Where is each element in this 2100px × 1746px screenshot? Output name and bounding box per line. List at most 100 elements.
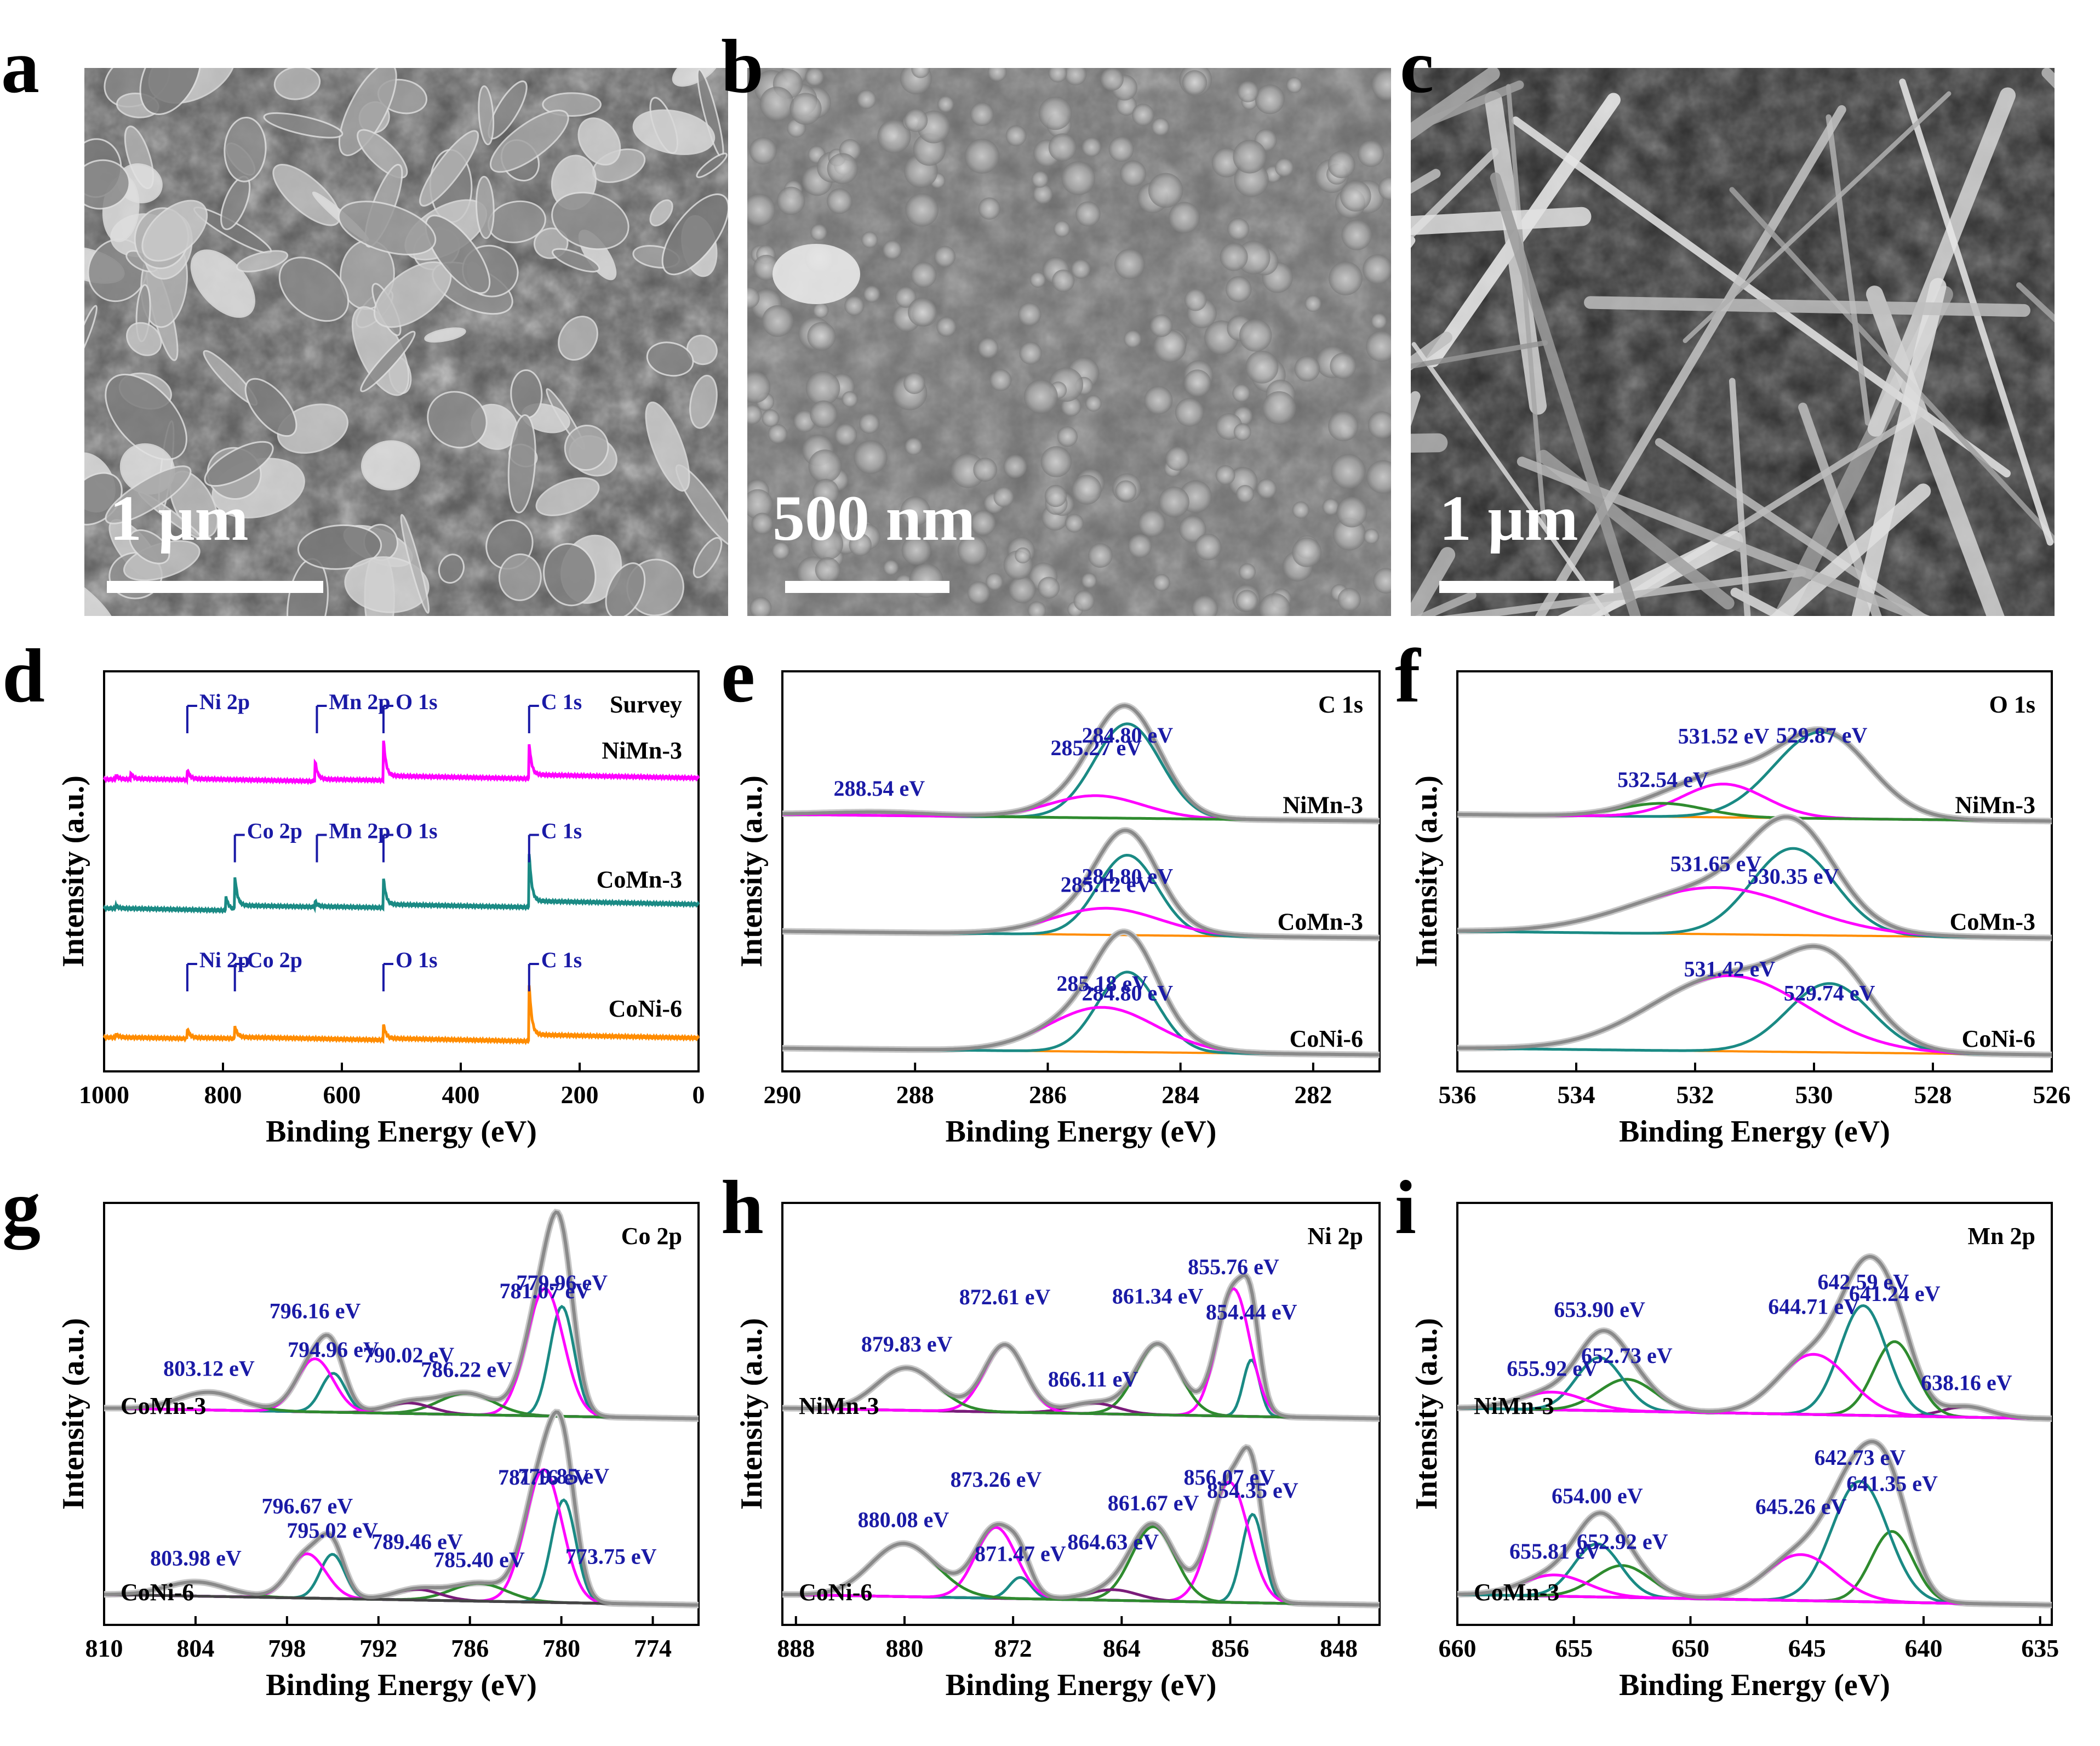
nanoparticle	[1371, 313, 1387, 329]
y-axis-title: Intensity (a.u.)	[735, 1318, 769, 1510]
nanoparticle	[762, 409, 780, 427]
nanoparticle	[1378, 176, 1391, 201]
binding-energy-label: 655.81 eV	[1509, 1539, 1601, 1564]
nanosheet	[438, 554, 465, 584]
nanosheet	[337, 201, 437, 256]
nanoparticle	[854, 440, 888, 474]
nanoparticle	[1018, 303, 1042, 326]
nanowire	[1866, 286, 2005, 616]
nanoparticle	[747, 287, 760, 309]
sample-label: NiMn-3	[602, 737, 682, 764]
x-tick-label: 400	[442, 1081, 480, 1109]
nanoparticle	[1364, 528, 1380, 544]
nanoparticle	[987, 68, 1007, 82]
nanoparticle	[749, 137, 777, 165]
nanoparticle	[747, 372, 771, 403]
nanoparticle	[1182, 70, 1208, 95]
peak-label: O 1s	[396, 689, 438, 714]
binding-energy-label: 803.98 eV	[150, 1546, 242, 1571]
binding-energy-label: 644.71 eV	[1768, 1294, 1859, 1319]
panel-letter-b: b	[721, 24, 764, 109]
nanowire	[1770, 483, 1931, 616]
nanosheet	[105, 373, 187, 460]
peak-label: Ni 2p	[199, 948, 250, 972]
x-tick-label: 526	[2033, 1081, 2071, 1109]
nanoparticle	[1075, 201, 1101, 227]
nanoparticle	[863, 286, 880, 303]
nanosheet	[344, 556, 430, 613]
x-tick-label: 530	[1795, 1081, 1833, 1109]
binding-energy-label: 773.75 eV	[565, 1544, 657, 1568]
nanoparticle	[768, 424, 788, 444]
binding-energy-label: 653.90 eV	[1554, 1297, 1645, 1322]
peak-label: C 1s	[541, 948, 582, 972]
nanoparticle	[900, 68, 932, 95]
x-tick-label: 635	[2021, 1634, 2059, 1662]
binding-energy-label: 284.80 eV	[1082, 981, 1173, 1006]
nanowire	[1490, 172, 1641, 616]
nanoparticle	[901, 535, 931, 565]
nanoparticle	[810, 224, 827, 241]
nanowire	[1826, 114, 1871, 426]
binding-energy-label: 654.00 eV	[1552, 1483, 1643, 1508]
binding-energy-label: 856.07 eV	[1183, 1465, 1275, 1490]
nanoparticle	[1367, 411, 1391, 439]
nanoparticle	[900, 496, 930, 527]
panel-letter-a: a	[1, 24, 39, 109]
sample-label: CoNi-6	[121, 1579, 194, 1606]
nanoparticle	[1048, 68, 1067, 83]
nanoparticle	[1175, 398, 1204, 427]
binding-energy-label: 873.26 eV	[951, 1467, 1042, 1492]
nanoparticle	[1259, 593, 1291, 616]
sample-label: CoNi-6	[1962, 1025, 2035, 1052]
nanosheet	[139, 68, 202, 116]
nanoparticle	[1132, 104, 1154, 126]
nanosheet	[696, 152, 728, 178]
nanoparticle	[1294, 356, 1320, 382]
binding-energy-label: 641.35 eV	[1846, 1471, 1938, 1496]
spectrum-title: C 1s	[1318, 691, 1363, 718]
nanoparticle	[810, 400, 838, 428]
binding-energy-label: 794.96 eV	[288, 1337, 379, 1362]
nanoparticle	[1128, 534, 1152, 558]
x-tick-label: 650	[1672, 1634, 1709, 1662]
nanoparticle	[1274, 158, 1294, 177]
nanoparticle	[1328, 410, 1359, 442]
nanosheet	[361, 440, 420, 490]
nanoparticle	[1061, 161, 1096, 196]
panel-letter-e: e	[721, 634, 755, 718]
nanoparticle	[1124, 330, 1142, 348]
nanosheet	[425, 214, 491, 294]
binding-energy-label: 796.16 eV	[270, 1298, 361, 1323]
xps-panel-i-mn2p: 660 655 650 645 640 635 Binding Energy (eV) Int…	[1395, 1165, 2059, 1702]
x-tick-label: 286	[1029, 1081, 1067, 1109]
nanoparticle	[1027, 601, 1046, 616]
nanoparticle	[1366, 460, 1391, 494]
binding-energy-label: 781.16 eV	[498, 1465, 590, 1490]
binding-energy-label: 790.02 eV	[363, 1343, 455, 1367]
nanowire	[1535, 105, 1846, 616]
nanoparticle	[1023, 379, 1058, 414]
spectrum-title: Mn 2p	[1968, 1223, 2035, 1249]
binding-energy-label: 642.59 eV	[1817, 1269, 1909, 1294]
nanosheet	[564, 424, 609, 471]
binding-energy-label: 866.11 eV	[1048, 1367, 1138, 1391]
x-tick-label: 536	[1439, 1081, 1477, 1109]
nanosheet	[693, 537, 723, 578]
nanoparticle	[812, 303, 829, 318]
scale-label-c: 1 μm	[1439, 482, 1578, 554]
nanosheet	[661, 193, 728, 276]
binding-energy-label: 872.61 eV	[959, 1285, 1051, 1309]
nanoparticle	[1245, 350, 1279, 384]
nanoparticle	[1138, 509, 1166, 537]
nanoparticle	[1366, 331, 1391, 362]
y-axis-title: Intensity (a.u.)	[56, 1318, 90, 1510]
nanosheet	[489, 110, 569, 173]
nanoparticle	[1227, 218, 1250, 240]
nanowire	[1411, 80, 1524, 134]
binding-energy-label: 864.63 eV	[1067, 1530, 1159, 1554]
nanowire	[2041, 68, 2055, 89]
nanosheet	[577, 117, 621, 166]
nanoparticle	[1108, 136, 1134, 162]
nanoparticle	[1255, 84, 1285, 115]
